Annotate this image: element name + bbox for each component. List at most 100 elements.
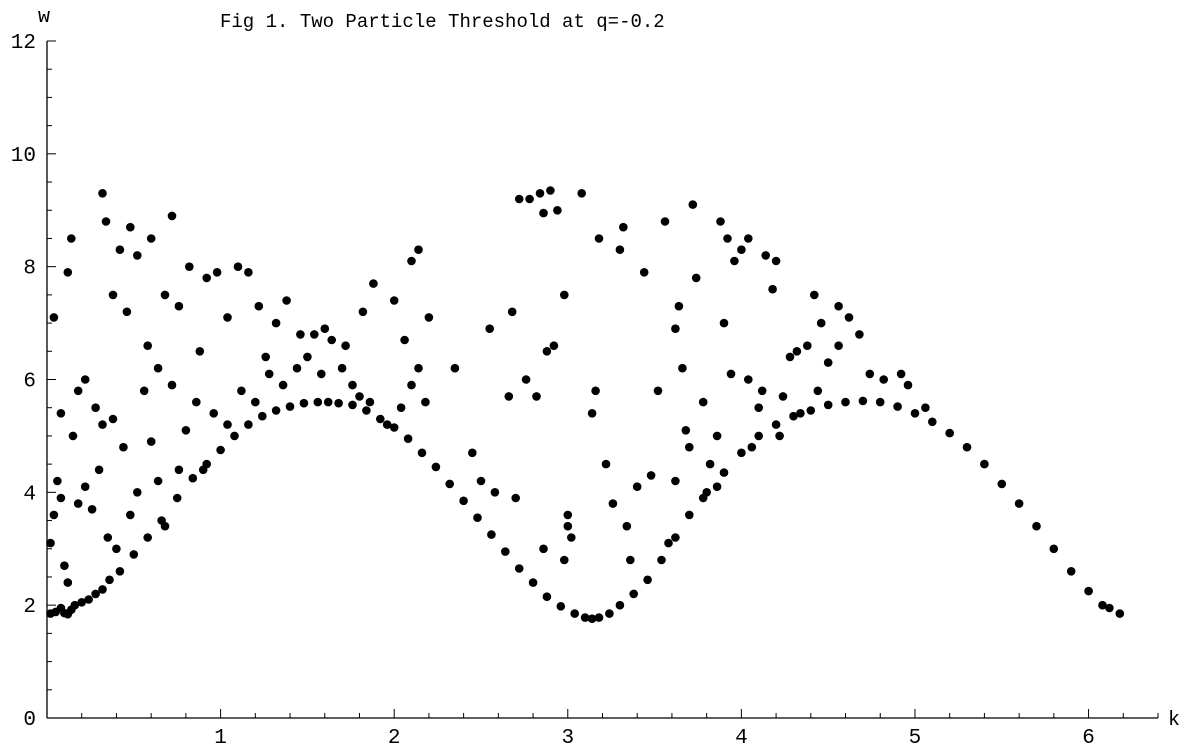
data-point [525, 194, 534, 204]
data-point [115, 245, 125, 254]
data-point [587, 614, 597, 623]
data-point [875, 397, 885, 407]
data-point [355, 392, 364, 401]
data-point [719, 468, 729, 477]
data-point [806, 406, 816, 415]
data-point [223, 420, 232, 429]
data-point [185, 262, 194, 272]
data-point [771, 256, 781, 266]
data-point [1084, 586, 1093, 596]
data-point [816, 318, 826, 328]
data-point [560, 290, 569, 300]
data-point [671, 324, 680, 334]
data-point [421, 397, 430, 407]
data-point [450, 363, 460, 373]
data-point [671, 476, 680, 486]
data-point [626, 555, 635, 565]
data-point [143, 341, 152, 351]
data-point [237, 386, 246, 396]
data-point [60, 561, 69, 570]
data-point [327, 335, 337, 345]
data-point [91, 589, 100, 599]
data-point [244, 420, 253, 429]
data-point [834, 301, 843, 311]
data-point [396, 403, 406, 413]
data-point [341, 341, 350, 351]
data-point [108, 414, 118, 424]
data-point [1049, 544, 1059, 554]
data-point [264, 369, 274, 379]
data-point [719, 318, 729, 328]
data-point [202, 273, 211, 283]
data-point [681, 426, 691, 435]
data-point [567, 533, 576, 542]
data-point [73, 499, 83, 508]
data-point [313, 397, 323, 407]
data-point [87, 505, 97, 514]
data-point [723, 234, 732, 243]
data-point [1066, 567, 1076, 576]
x-tick-label: 6 [1082, 727, 1095, 750]
data-point [414, 245, 423, 254]
data-point [778, 392, 788, 401]
data-point [68, 431, 78, 441]
data-point [653, 386, 663, 396]
data-point [504, 392, 514, 401]
data-point [188, 473, 198, 483]
data-point [744, 375, 753, 384]
data-point [174, 465, 184, 475]
data-point [1014, 499, 1024, 508]
data-point [348, 380, 357, 390]
x-tick-label: 2 [388, 727, 401, 750]
y-tick-label: 0 [23, 709, 36, 732]
data-point [230, 431, 239, 441]
data-point [615, 600, 625, 610]
data-point [737, 245, 746, 254]
data-point [129, 550, 139, 559]
data-point [646, 471, 656, 480]
data-point [813, 386, 823, 396]
data-point [73, 386, 83, 396]
data-point [1098, 600, 1107, 610]
data-point [323, 397, 333, 407]
data-point [181, 426, 191, 435]
data-point [337, 363, 347, 373]
data-point [539, 208, 548, 218]
x-tick-label: 3 [561, 727, 574, 750]
x-tick-label: 1 [214, 727, 227, 750]
data-point [233, 262, 243, 272]
data-point [737, 448, 746, 458]
data-point [643, 575, 652, 585]
data-point [53, 476, 62, 486]
chart-title: Fig 1. Two Particle Threshold at q=-0.2 [220, 11, 665, 33]
data-point [688, 200, 698, 209]
data-point [105, 575, 114, 585]
data-point [761, 251, 770, 260]
data-point [115, 567, 125, 576]
data-point [407, 380, 416, 390]
data-point [605, 609, 614, 618]
data-point [445, 479, 455, 489]
data-point [490, 488, 500, 497]
data-point [133, 488, 142, 497]
data-point [468, 448, 477, 458]
data-point [997, 479, 1007, 489]
data-point [292, 363, 302, 373]
data-point [594, 613, 604, 622]
x-axis-label: k [1168, 709, 1180, 732]
data-point [792, 347, 802, 356]
data-point [67, 234, 76, 243]
data-point [108, 290, 118, 300]
data-point [577, 189, 586, 198]
data-point [608, 499, 618, 508]
data-point [317, 369, 326, 379]
data-point [744, 234, 753, 243]
data-point [212, 268, 222, 277]
data-point [580, 613, 590, 622]
data-point [511, 493, 520, 503]
data-point [271, 406, 281, 415]
data-point [334, 398, 343, 408]
data-point [1032, 521, 1041, 531]
data-point [622, 521, 632, 531]
